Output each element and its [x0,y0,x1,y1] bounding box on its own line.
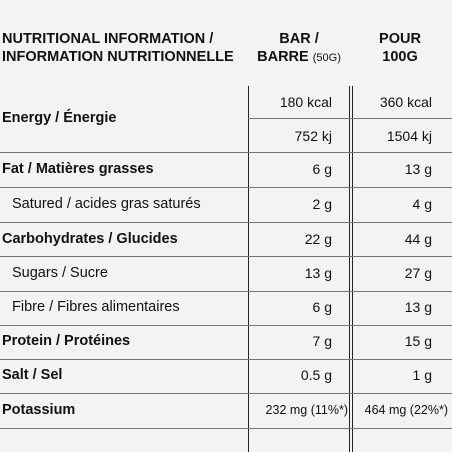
row-divider [248,118,452,119]
table-row: Salt / Sel 0.5 g 1 g [0,359,452,393]
per100-value: 1 g [412,367,432,383]
row-label: Energy / Énergie [2,110,117,126]
bar-value: 0.5 g [300,367,332,383]
header-col-bar-line1: BAR / [279,31,319,47]
column-divider [349,86,350,452]
bar-value: 2 g [312,196,332,212]
bar-kcal: 180 kcal [279,94,332,110]
per100-kj: 1504 kj [386,128,432,144]
per100-value: 464 mg (22%*) [364,403,448,417]
bar-value: 6 g [312,299,332,315]
row-divider [0,256,452,257]
row-divider [0,222,452,223]
header-col-bar-line2: BARRE [257,49,309,65]
table-row: Satured / acides gras saturés 2 g 4 g [0,187,452,222]
row-label: Satured / acides gras saturés [12,196,201,212]
row-divider [0,325,452,326]
table-row: Carbohydrates / Glucides 22 g 44 g [0,222,452,256]
per100-kcal: 360 kcal [379,94,432,110]
header-title-line2: INFORMATION NUTRITIONNELLE [2,49,234,65]
header-col-100g: POUR 100G [350,30,450,66]
column-divider [352,86,353,452]
row-label: Fibre / Fibres alimentaires [12,299,180,315]
per100-value: 27 g [404,265,432,281]
column-divider [248,86,249,452]
table-header: NUTRITIONAL INFORMATION / INFORMATION NU… [0,0,452,70]
table-row-energy: Energy / Énergie 180 kcal 360 kcal 752 k… [0,86,452,152]
header-col-bar: BAR / BARRE (50G) [248,30,350,67]
row-label: Sugars / Sucre [12,265,108,281]
row-label: Carbohydrates / Glucides [2,231,178,247]
per100-value: 4 g [412,196,432,212]
bar-value: 232 mg (11%*) [265,403,348,417]
header-title: NUTRITIONAL INFORMATION / INFORMATION NU… [2,30,234,66]
bar-value: 13 g [304,265,332,281]
header-col-100g-line1: POUR [379,31,421,47]
bar-value: 7 g [312,333,332,349]
per100-value: 13 g [404,161,432,177]
per100-value: 44 g [404,231,432,247]
table-row: Potassium 232 mg (11%*) 464 mg (22%*) [0,393,452,428]
table-row: Fat / Matières grasses 6 g 13 g [0,152,452,187]
row-divider [0,187,452,188]
bar-value: 6 g [312,161,332,177]
per100-value: 13 g [404,299,432,315]
row-label: Fat / Matières grasses [2,161,154,177]
bar-kj: 752 kj [294,128,332,144]
row-divider [0,428,452,429]
table-row: Fibre / Fibres alimentaires 6 g 13 g [0,291,452,325]
header-title-line1: NUTRITIONAL INFORMATION / [2,31,214,47]
row-divider [0,359,452,360]
row-label: Protein / Protéines [2,333,131,349]
bar-value: 22 g [304,231,332,247]
row-label: Potassium [2,402,76,418]
header-col-100g-line2: 100G [382,49,418,65]
row-divider [0,152,452,153]
header-col-bar-small: (50G) [312,52,341,64]
table-row: Sugars / Sucre 13 g 27 g [0,256,452,291]
table-row: Protein / Protéines 7 g 15 g [0,325,452,359]
row-divider [0,291,452,292]
row-label: Salt / Sel [2,367,63,383]
row-divider [0,393,452,394]
per100-value: 15 g [404,333,432,349]
